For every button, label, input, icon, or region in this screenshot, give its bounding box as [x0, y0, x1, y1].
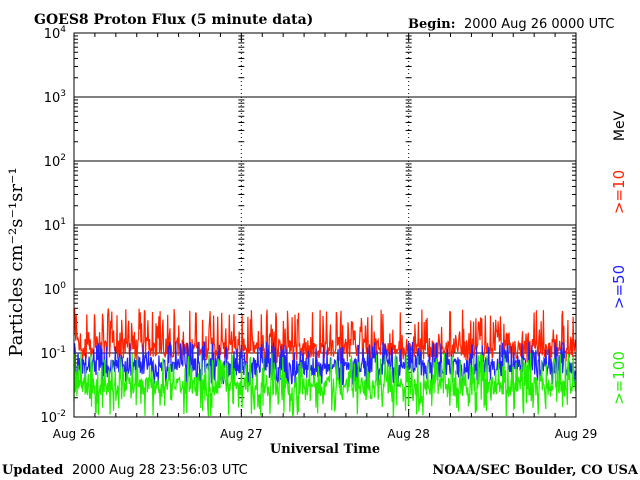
legend-entry-10: >=10	[610, 170, 628, 214]
x-tick-label: Aug 27	[220, 427, 263, 441]
series-line-10	[73, 308, 577, 363]
updated-label: Updated	[2, 463, 63, 478]
series-layer	[73, 308, 577, 417]
y-tick-label: 102	[44, 153, 66, 170]
y-tick-label: 101	[44, 217, 66, 234]
legend-unit: MeV	[612, 110, 628, 141]
legend-entry-100: >=100	[610, 351, 628, 405]
y-tick-label: 104	[44, 25, 67, 42]
legend: MeV >=10 >=50 >=100	[610, 110, 628, 404]
x-axis-label: Universal Time	[270, 442, 380, 457]
x-tick-labels: Aug 26 Aug 27 Aug 28 Aug 29	[53, 427, 598, 441]
y-tick-labels: 10-2 10-1 100 101 102 103 104	[40, 25, 66, 426]
y-tick-label: 103	[44, 89, 66, 106]
y-tick-label: 10-2	[40, 409, 66, 426]
begin-value: 2000 Aug 26 0000 UTC	[464, 17, 614, 32]
series-line-100	[73, 352, 577, 417]
plot-area	[73, 33, 577, 417]
x-tick-label: Aug 28	[387, 427, 430, 441]
y-axis-label: Particles cm⁻²s⁻¹sr⁻¹	[6, 167, 27, 356]
chart-title: GOES8 Proton Flux (5 minute data)	[34, 12, 313, 28]
x-tick-label: Aug 26	[53, 427, 96, 441]
updated-value: 2000 Aug 28 23:56:03 UTC	[72, 463, 248, 478]
legend-entry-50: >=50	[610, 265, 628, 309]
x-tick-label: Aug 29	[555, 427, 598, 441]
series-line-50	[73, 341, 577, 387]
y-tick-label: 10-1	[40, 345, 66, 362]
y-tick-label: 100	[44, 281, 67, 298]
begin-label: Begin:	[408, 17, 456, 32]
plot-frame	[73, 32, 577, 418]
credit-text: NOAA/SEC Boulder, CO USA	[432, 463, 639, 478]
